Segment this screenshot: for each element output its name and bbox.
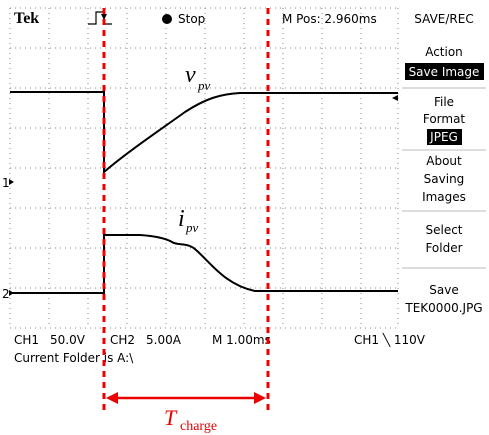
run-status: Stop [178, 12, 205, 26]
menu-line: TEK0000.JPG [404, 301, 482, 315]
v-label: v [185, 62, 196, 88]
ch1-label: CH1 [14, 333, 39, 347]
scope-screenshot: Tek Stop M Pos: 2.960ms SAVE/REC Action … [0, 0, 489, 435]
channel-marker: 1 [2, 176, 10, 190]
m-pos: M Pos: 2.960ms [282, 12, 377, 26]
channel-marker: 2 [2, 287, 10, 301]
menu-line: Images [422, 190, 466, 204]
menu-line: Saving [424, 172, 465, 186]
i-subscript: pv [185, 220, 199, 235]
current-folder: Current Folder is A:\ [14, 351, 134, 365]
menu-line: Save [429, 283, 458, 297]
i-label: i [178, 206, 185, 232]
menu-highlight: JPEG [429, 130, 458, 144]
stop-dot [162, 14, 172, 24]
ch1-scale: 50.0V [50, 333, 86, 347]
timebase: M 1.00ms [212, 333, 271, 347]
t-subscript: charge [180, 419, 217, 434]
menu-highlight: Save Image [409, 65, 480, 79]
brand: Tek [14, 10, 39, 27]
v-subscript: pv [197, 78, 211, 93]
menu-line: About [426, 154, 462, 168]
ch2-scale: 5.00A [146, 333, 182, 347]
ch2-label: CH2 [110, 333, 135, 347]
menu-line: Folder [425, 241, 462, 255]
menu-line: Format [423, 112, 466, 126]
menu-line: Action [425, 45, 463, 59]
menu-line: File [434, 95, 454, 109]
trigger-setting: CH1 ╲ 110V [354, 332, 426, 347]
menu-line: Select [425, 223, 462, 237]
t-label: T [164, 405, 178, 430]
menu-title: SAVE/REC [414, 12, 473, 26]
